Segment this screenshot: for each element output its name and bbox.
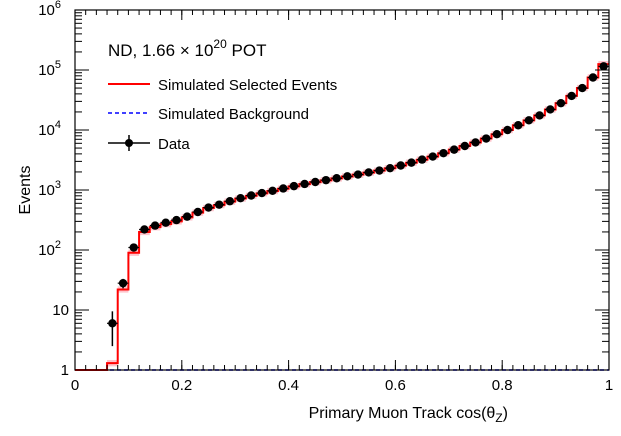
data-point	[150, 221, 160, 230]
y-tick-label-base: 10	[38, 122, 55, 139]
data-point	[524, 116, 534, 125]
xlabel-main: Primary Muon Track cos(θ	[309, 405, 496, 422]
legend-label-data: Data	[158, 136, 190, 153]
legend-entry-selected: Simulated Selected Events	[108, 77, 337, 94]
y-tick-label-exponent: 5	[55, 59, 61, 71]
y-tick-label: 106	[38, 0, 61, 19]
annotation-prefix: ND, 1.66	[108, 41, 175, 60]
data-point	[108, 319, 117, 328]
data-point	[439, 148, 448, 158]
x-tick-label: 0.4	[278, 377, 299, 394]
y-tick-label-base: 10	[38, 62, 55, 79]
data-point	[225, 197, 235, 206]
data-point	[588, 73, 598, 82]
data-point	[257, 188, 267, 198]
y-tick-label-base: 10	[38, 2, 55, 19]
data-point	[214, 200, 224, 209]
data-point	[353, 170, 363, 179]
data-point	[364, 168, 373, 177]
data-point	[417, 155, 427, 164]
data-point	[503, 125, 512, 135]
y-tick-label-base: 10	[38, 182, 55, 199]
x-tick-label: 1	[605, 377, 613, 394]
ylabel-text: Events	[17, 166, 34, 215]
y-tick-label: 1	[61, 362, 69, 379]
data-point	[193, 207, 203, 217]
data-point	[300, 179, 309, 189]
exposure-annotation: ND, 1.66 × 1020 POT	[108, 37, 266, 60]
data-point	[567, 91, 576, 101]
data-point	[161, 218, 170, 227]
y-tick-label: 10	[52, 302, 69, 319]
data-points	[107, 62, 609, 347]
data-point	[268, 186, 277, 195]
data-point	[460, 141, 470, 151]
legend: Simulated Selected Events Simulated Back…	[108, 77, 337, 153]
data-point	[449, 145, 459, 154]
data-point	[321, 175, 331, 185]
data-point	[481, 134, 491, 143]
data-point	[343, 172, 352, 181]
data-point	[407, 158, 416, 167]
data-point	[578, 83, 587, 93]
y-tick-label: 103	[38, 179, 61, 199]
annotation-base: 10	[195, 41, 214, 60]
x-tick-label: 0	[71, 377, 79, 394]
data-point	[172, 215, 181, 225]
y-tick-label: 102	[38, 239, 61, 259]
annotation-exponent: 20	[213, 37, 227, 51]
data-point	[129, 243, 138, 252]
y-tick-label-base: 10	[38, 242, 55, 259]
data-point	[514, 121, 523, 130]
data-point	[118, 278, 128, 288]
xlabel-close: )	[503, 405, 508, 422]
data-point	[599, 62, 608, 71]
y-tick-label: 105	[38, 59, 61, 79]
y-tick-label-exponent: 2	[55, 239, 61, 251]
xlabel: Primary Muon Track cos(θZ)	[309, 405, 508, 425]
histograms	[75, 63, 609, 371]
y-tick-label-exponent: 3	[55, 179, 61, 191]
x-tick-label: 0.2	[171, 377, 192, 394]
plot-frame	[74, 9, 610, 371]
ylabel: Events	[17, 166, 34, 215]
data-point	[289, 181, 299, 191]
legend-label-background: Simulated Background	[158, 106, 309, 123]
data-point	[385, 163, 395, 173]
data-point	[546, 105, 555, 114]
data-point	[428, 152, 437, 161]
x-tick-label: 0.8	[492, 377, 513, 394]
data-point	[535, 111, 544, 120]
data-point	[332, 174, 341, 183]
selected-events-histogram	[75, 63, 609, 371]
legend-swatch-data-marker	[125, 139, 133, 147]
data-point	[556, 98, 566, 108]
data-point	[279, 184, 288, 193]
xlabel-sub: Z	[495, 411, 502, 425]
y-tick-label-exponent: 6	[55, 0, 61, 11]
data-point	[236, 194, 245, 203]
data-point	[140, 225, 149, 234]
data-point	[182, 212, 192, 221]
legend-entry-data: Data	[108, 135, 190, 153]
data-point	[396, 161, 405, 170]
data-point	[375, 166, 384, 175]
legend-label-selected: Simulated Selected Events	[158, 77, 337, 94]
legend-entry-background: Simulated Background	[108, 106, 309, 123]
data-point	[204, 203, 213, 212]
annotation-times: ×	[180, 41, 190, 60]
data-point	[247, 191, 256, 200]
data-point	[492, 130, 502, 139]
x-tick-label: 0.6	[385, 377, 406, 394]
data-point	[471, 138, 480, 147]
y-tick-label-exponent: 4	[55, 119, 61, 131]
annotation-suffix: POT	[232, 41, 267, 60]
data-point	[311, 177, 320, 187]
y-tick-label: 104	[38, 119, 61, 139]
